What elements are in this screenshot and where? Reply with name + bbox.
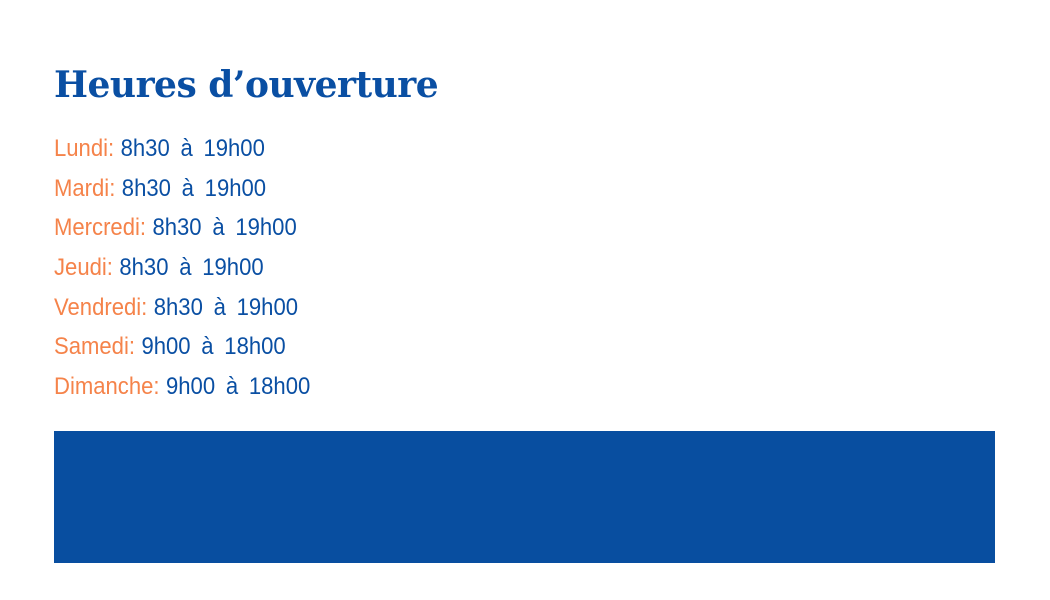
hours-row-jeudi: Jeudi: 8h30 à 19h00 (54, 251, 310, 291)
time-range: 8h30 à 19h00 (152, 214, 297, 242)
day-label: Jeudi: (54, 254, 113, 282)
time-range: 9h00 à 18h00 (141, 333, 286, 361)
hours-row-samedi: Samedi: 9h00 à 18h00 (54, 330, 310, 370)
hours-row-vendredi: Vendredi: 8h30 à 19h00 (54, 291, 310, 331)
opening-hours-list: Lundi: 8h30 à 19h00 Mardi: 8h30 à 19h00 Me… (54, 132, 333, 410)
time-range: 8h30 à 19h00 (153, 293, 299, 321)
hours-row-mercredi: Mercredi: 8h30 à 19h00 (54, 211, 310, 251)
time-range: 8h30 à 19h00 (121, 174, 267, 202)
time-range: 9h00 à 18h00 (165, 373, 311, 401)
day-label: Vendredi: (54, 293, 148, 321)
day-label: Samedi: (54, 333, 136, 361)
day-label: Mercredi: (54, 214, 147, 242)
page-title: Heures d’ouverture (54, 64, 439, 106)
day-label: Mardi: (54, 174, 116, 202)
day-label: Dimanche: (54, 373, 160, 401)
blue-banner (54, 431, 995, 563)
hours-row-dimanche: Dimanche: 9h00 à 18h00 (54, 370, 310, 410)
day-label: Lundi: (54, 135, 115, 162)
time-range: 8h30 à 19h00 (120, 135, 265, 162)
hours-row-lundi: Lundi: 8h30 à 19h00 (54, 132, 310, 172)
hours-row-mardi: Mardi: 8h30 à 19h00 (54, 172, 310, 212)
time-range: 8h30 à 19h00 (119, 254, 264, 282)
